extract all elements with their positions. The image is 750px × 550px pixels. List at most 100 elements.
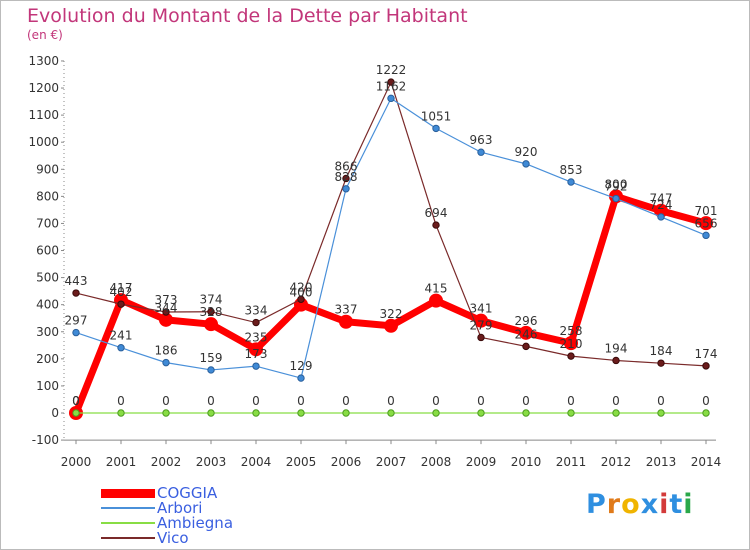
x-tick-label: 2005	[286, 455, 317, 469]
data-point-vico	[297, 295, 305, 303]
data-label-arbori: 173	[245, 347, 268, 361]
legend-swatch	[101, 488, 155, 498]
data-label-coggia: 344	[155, 301, 178, 315]
data-label-coggia: 417	[110, 281, 133, 295]
legend-swatch	[101, 537, 155, 539]
data-point-coggia	[429, 293, 443, 308]
data-label-ambiegna: 0	[522, 394, 530, 408]
data-label-arbori: 724	[650, 198, 673, 212]
data-label-arbori: 792	[605, 180, 628, 194]
data-label-ambiegna: 0	[567, 394, 575, 408]
data-label-coggia: 701	[695, 204, 718, 218]
data-point-ambiegna	[162, 409, 170, 417]
data-point-vico	[432, 221, 440, 229]
chart-subtitle: (en €)	[27, 28, 63, 42]
x-tick-label: 2014	[691, 455, 722, 469]
data-point-arbori	[297, 374, 305, 382]
data-label-coggia: 341	[470, 302, 493, 316]
series-line-arbori	[75, 97, 707, 379]
y-tick-label: 400	[36, 298, 59, 312]
data-label-ambiegna: 0	[432, 394, 440, 408]
data-label-ambiegna: 0	[342, 394, 350, 408]
data-point-ambiegna	[567, 409, 575, 417]
legend-label: COGGIA	[157, 484, 218, 502]
data-label-ambiegna: 0	[207, 394, 215, 408]
data-label-ambiegna: 0	[252, 394, 260, 408]
y-tick-label: 500	[36, 271, 59, 285]
data-label-coggia: 800	[605, 177, 628, 191]
data-point-ambiegna	[432, 409, 440, 417]
data-point-coggia	[564, 336, 578, 351]
data-point-vico	[162, 308, 170, 316]
data-point-vico	[657, 359, 665, 367]
data-label-coggia: 400	[290, 286, 313, 300]
y-tick-label: 100	[36, 379, 59, 393]
y-tick-label: 1000	[28, 135, 59, 149]
y-tick-label: 1100	[28, 108, 59, 122]
data-label-coggia: 0	[72, 394, 80, 408]
data-point-arbori	[432, 124, 440, 133]
data-label-arbori: 186	[155, 344, 178, 358]
data-label-coggia: 328	[200, 305, 223, 319]
data-point-coggia	[249, 342, 263, 357]
legend-label: Arbori	[157, 499, 203, 517]
data-point-vico	[207, 308, 215, 316]
x-tick-label: 2011	[556, 455, 587, 469]
x-tick-label: 2012	[601, 455, 632, 469]
x-tick-label: 2010	[511, 455, 542, 469]
data-label-ambiegna: 0	[387, 394, 395, 408]
data-label-ambiegna: 0	[117, 394, 125, 408]
data-label-arbori: 297	[65, 314, 88, 328]
data-label-vico: 443	[65, 274, 88, 288]
legend-label: Ambiegna	[157, 514, 234, 532]
data-label-vico: 279	[470, 318, 493, 332]
data-point-ambiegna	[477, 409, 485, 417]
data-point-arbori	[612, 194, 620, 203]
legend-swatch	[101, 507, 155, 509]
data-point-vico	[702, 362, 710, 370]
data-label-arbori: 159	[200, 351, 223, 365]
data-point-ambiegna	[522, 409, 530, 417]
data-point-coggia	[339, 314, 353, 329]
y-tick-label: 1200	[28, 81, 59, 95]
data-point-vico	[342, 174, 350, 183]
x-tick-label: 2008	[421, 455, 452, 469]
data-label-vico: 246	[515, 327, 538, 341]
data-label-vico: 374	[200, 293, 223, 307]
data-point-ambiegna	[387, 409, 395, 417]
data-label-coggia: 296	[515, 314, 538, 328]
data-label-arbori: 920	[515, 145, 538, 159]
y-tick-label: 900	[36, 162, 59, 176]
data-label-ambiegna: 0	[657, 394, 665, 408]
data-point-arbori	[522, 160, 530, 168]
data-point-coggia	[699, 216, 713, 231]
data-label-vico: 174	[695, 347, 718, 361]
data-point-vico	[612, 356, 620, 365]
x-tick-label: 2006	[331, 455, 362, 469]
x-tick-label: 2007	[376, 455, 407, 469]
data-label-coggia: 235	[245, 330, 268, 344]
data-point-ambiegna	[207, 409, 215, 417]
data-label-ambiegna: 0	[162, 394, 170, 408]
proxiti-logo: Proxiti	[586, 489, 694, 520]
data-point-arbori	[72, 328, 80, 337]
data-point-vico	[567, 352, 575, 360]
data-label-arbori: 853	[560, 163, 583, 177]
data-point-vico	[72, 289, 80, 297]
data-point-vico	[252, 318, 260, 327]
data-label-coggia: 258	[560, 324, 583, 338]
data-point-coggia	[519, 325, 533, 340]
data-point-arbori	[387, 94, 395, 103]
x-tick-label: 2001	[106, 455, 137, 469]
data-point-arbori	[117, 344, 125, 352]
data-point-coggia	[204, 317, 218, 332]
data-label-vico: 184	[650, 344, 673, 358]
x-tick-label: 2013	[646, 455, 677, 469]
data-point-arbori	[702, 231, 710, 240]
data-point-ambiegna	[117, 409, 125, 417]
data-label-vico: 402	[110, 285, 133, 299]
y-tick-label: -100	[32, 433, 59, 447]
data-point-ambiegna	[72, 409, 80, 417]
